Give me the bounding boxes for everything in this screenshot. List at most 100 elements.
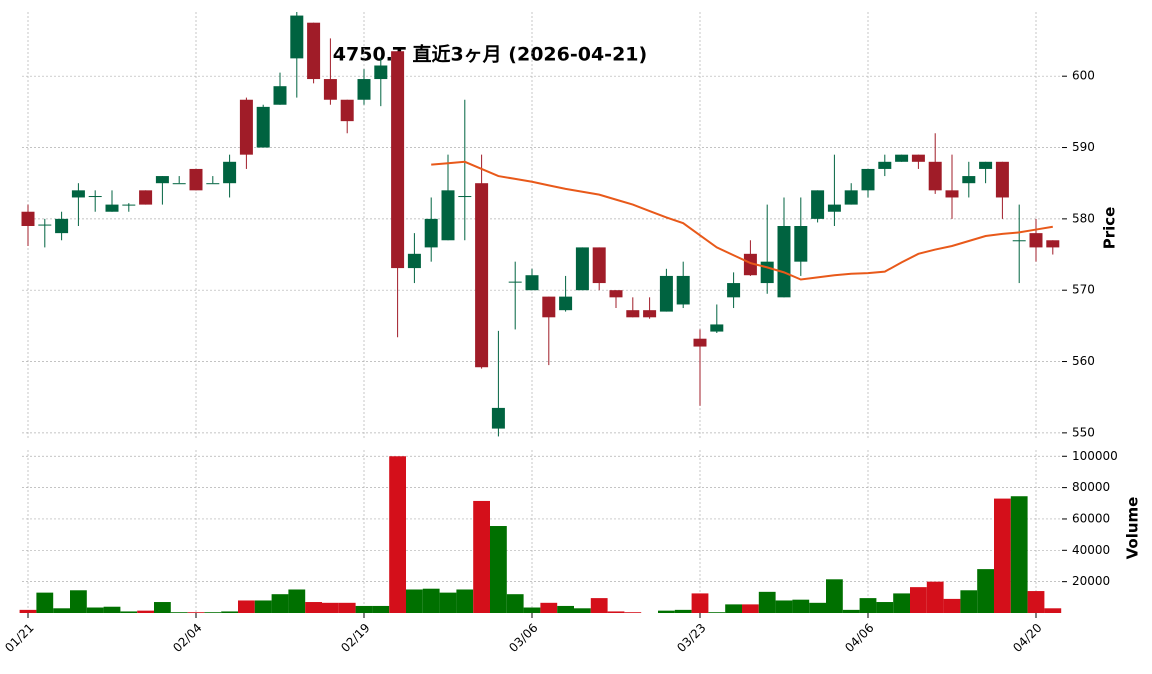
candle-body (777, 226, 791, 298)
candle-body (710, 324, 724, 332)
y-tick-label: 600 (1072, 69, 1095, 83)
candle-body (844, 190, 858, 205)
volume-bar (53, 608, 70, 613)
volume-bar (977, 569, 994, 613)
volume-bar (490, 526, 507, 613)
volume-bar (422, 588, 440, 613)
candle-body (995, 161, 1009, 198)
volume-bar (893, 593, 910, 613)
volume-bar (960, 590, 978, 613)
x-tick-label: 04/20 (1010, 621, 1044, 655)
y-tick-label: 550 (1072, 425, 1095, 439)
candle-body (273, 86, 287, 105)
volume-bar (1010, 496, 1028, 613)
candle-body (290, 15, 304, 59)
x-tick-label: 02/04 (170, 621, 204, 655)
volume-bar (842, 609, 860, 613)
volume-bar (775, 600, 793, 613)
x-tick-label: 03/06 (506, 621, 540, 655)
volume-bar (742, 604, 759, 613)
candle-body (407, 253, 421, 269)
candle-body (323, 79, 337, 100)
volume-bar (170, 612, 188, 613)
volume-bar (187, 612, 205, 613)
volume-bar (658, 610, 675, 613)
candle-body (223, 161, 237, 184)
candle-body (659, 275, 673, 312)
volume-bar (456, 589, 474, 613)
candle-body (911, 154, 925, 162)
volume-bar (708, 612, 726, 613)
candle-body (172, 183, 186, 185)
candle-body (895, 154, 909, 162)
candle-body (122, 204, 136, 206)
volume-bar (607, 611, 625, 613)
candle-body (827, 204, 841, 212)
candle-body (206, 183, 220, 185)
x-tick-label: 04/06 (842, 621, 876, 655)
candle-body (1046, 240, 1060, 248)
y-tick-label: 580 (1072, 211, 1095, 225)
candle-body (491, 407, 505, 429)
volume-bar (406, 589, 423, 613)
volume-bar (809, 602, 826, 613)
volume-bar (473, 500, 490, 613)
candle-body (626, 310, 640, 318)
y-tick-label: 40000 (1072, 543, 1110, 557)
volume-bar (322, 602, 339, 613)
candle-body (1029, 233, 1043, 248)
candle-body (441, 190, 455, 241)
volume-bar (221, 611, 238, 613)
volume-bar (288, 589, 306, 613)
volume-bar (624, 612, 642, 613)
candle-body (643, 310, 657, 318)
candle-body (189, 168, 203, 191)
candle-body (760, 261, 774, 284)
candle-body (357, 79, 371, 100)
candle-body (559, 296, 573, 311)
candle-body (542, 296, 556, 318)
candle-body (1012, 240, 1026, 242)
volume-bar (271, 594, 289, 613)
volume-bar (506, 594, 524, 613)
candle-body (575, 247, 589, 291)
candle-body (458, 196, 472, 198)
y-tick-label: 560 (1072, 354, 1095, 368)
candle-body (374, 65, 388, 80)
volume-bar (758, 591, 776, 613)
candle-body (811, 190, 825, 219)
volume-bar (674, 609, 692, 613)
volume-bar (355, 605, 373, 613)
volume-bar (70, 590, 87, 613)
y-tick-label: 100000 (1072, 449, 1118, 463)
candle-body (256, 106, 270, 148)
candle-body (105, 204, 119, 212)
y-tick-label: 80000 (1072, 480, 1110, 494)
candle-body (928, 161, 942, 191)
y-axis-label: Volume (1124, 497, 1142, 560)
volume-bar (86, 607, 104, 613)
candle-body (239, 99, 253, 155)
candle-body (340, 99, 354, 122)
volume-bar (557, 605, 574, 613)
candle-body (508, 281, 522, 283)
candle-body (962, 176, 976, 184)
volume-bar (943, 598, 961, 613)
volume-bar (154, 602, 171, 613)
volume-bar (540, 602, 558, 613)
volume-bar (372, 605, 390, 613)
volume-bar (254, 600, 272, 613)
y-tick-label: 570 (1072, 283, 1095, 297)
y-tick-label: 60000 (1072, 511, 1110, 525)
volume-bar (590, 598, 608, 613)
candle-body (38, 224, 52, 226)
chart-title: 4750.T 直近3ヶ月 (2026-04-21) (333, 43, 647, 66)
volume-bar (103, 606, 121, 613)
candle-body (878, 161, 892, 169)
candle-body (609, 290, 623, 298)
candle-body (945, 190, 959, 198)
volume-bar (910, 587, 927, 613)
y-tick-label: 590 (1072, 140, 1095, 154)
candle-body (743, 253, 757, 276)
candle-body (676, 275, 690, 305)
